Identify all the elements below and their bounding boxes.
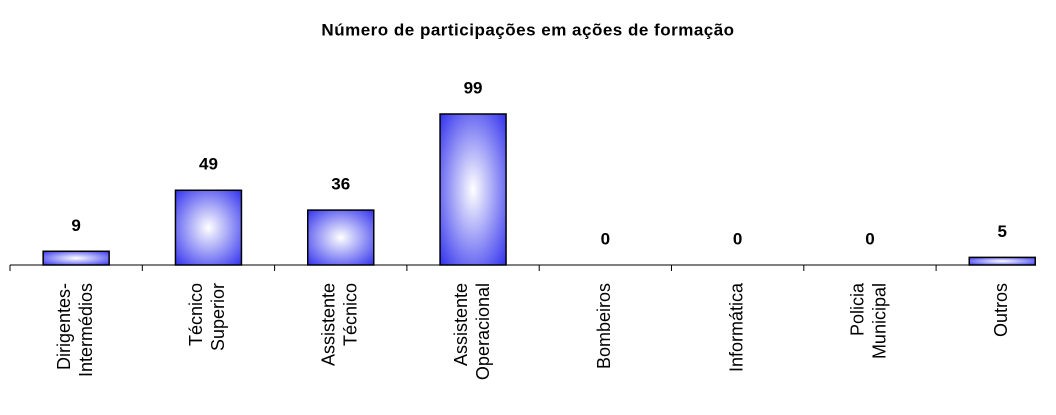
value-label: 36	[331, 175, 350, 194]
bar	[439, 113, 507, 266]
value-label: 5	[998, 222, 1007, 241]
bar	[968, 256, 1036, 266]
x-tick-label: Assistente	[451, 283, 471, 366]
bar	[42, 250, 110, 266]
value-label: 9	[71, 216, 80, 235]
x-tick-label: Intermédios	[76, 283, 96, 377]
x-tick-label: Técnico	[186, 283, 206, 346]
x-tick-label: Dirigentes-	[54, 283, 74, 370]
x-tick-label: Informática	[726, 282, 746, 372]
bar	[307, 209, 375, 266]
x-tick-label: Municipal	[870, 283, 890, 359]
value-label: 0	[733, 229, 742, 248]
x-tick-label: Técnico	[341, 283, 361, 346]
value-label: 49	[199, 155, 218, 174]
x-tick-label: Outros	[991, 283, 1011, 337]
x-tick-label: Policia	[848, 282, 868, 336]
x-tick-label: Assistente	[319, 283, 339, 366]
value-label: 0	[601, 229, 610, 248]
x-tick-label: Superior	[208, 283, 228, 351]
value-label: 0	[865, 229, 874, 248]
chart-title: Número de participações em ações de form…	[321, 20, 734, 39]
x-tick-label: Operacional	[473, 283, 493, 380]
bar	[174, 189, 243, 266]
value-label: 99	[464, 78, 483, 97]
x-tick-label: Bombeiros	[594, 283, 614, 369]
